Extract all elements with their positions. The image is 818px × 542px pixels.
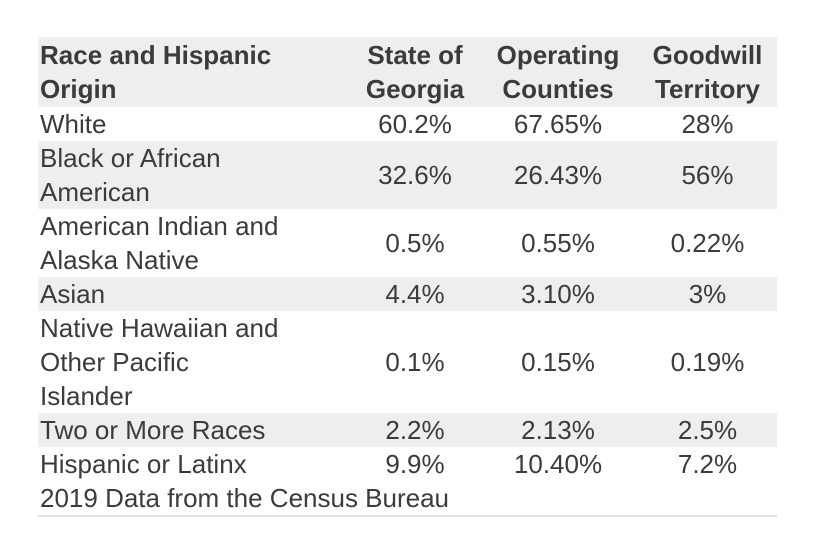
row-label: Black or African American xyxy=(38,141,352,209)
table-row-asian: Asian 4.4% 3.10% 3% xyxy=(38,277,777,311)
table-row-native-hawaiian-pacific-islander: Native Hawaiian and Other Pacific Island… xyxy=(38,311,777,413)
column-header-goodwill-territory: Goodwill Territory xyxy=(638,37,777,107)
race-hispanic-origin-table: Race and Hispanic Origin State of Georgi… xyxy=(38,37,777,517)
cell-value: 67.65% xyxy=(513,109,603,139)
cell-value: 0.19% xyxy=(670,347,745,377)
cell-value: 0.1% xyxy=(385,347,445,377)
cell-value: 2.5% xyxy=(638,413,777,447)
cell-value: 0.55% xyxy=(521,228,595,258)
cell-value: 56% xyxy=(638,141,777,209)
cell-value: 32.6% xyxy=(352,141,478,209)
column-header-operating-counties: Operating Counties xyxy=(478,37,638,107)
cell-value: 2.13% xyxy=(478,413,638,447)
footnote-row: 2019 Data from the Census Bureau xyxy=(38,481,777,517)
column-header-race-origin: Race and Hispanic Origin xyxy=(38,37,352,107)
row-label: Two or More Races xyxy=(38,413,352,447)
table-row-hispanic-or-latinx: Hispanic or Latinx 9.9% 10.40% 7.2% xyxy=(38,447,777,481)
column-header-state-of-georgia: State of Georgia xyxy=(352,37,478,107)
row-label: Hispanic or Latinx xyxy=(40,449,247,479)
footnote-text: 2019 Data from the Census Bureau xyxy=(38,481,777,517)
cell-value: 0.22% xyxy=(670,228,745,258)
row-label: Asian xyxy=(38,277,352,311)
table-row-black-or-african-american: Black or African American 32.6% 26.43% 5… xyxy=(38,141,777,209)
row-label: American Indian and Alaska Native xyxy=(40,211,279,275)
cell-value: 0.15% xyxy=(521,347,595,377)
cell-value: 26.43% xyxy=(478,141,638,209)
cell-value: 4.4% xyxy=(352,277,478,311)
cell-value: 3% xyxy=(638,277,777,311)
table-row-american-indian-alaska-native: American Indian and Alaska Native 0.5% 0… xyxy=(38,209,777,277)
cell-value: 10.40% xyxy=(513,449,603,479)
row-label: White xyxy=(40,109,107,139)
header-row: Race and Hispanic Origin State of Georgi… xyxy=(38,37,777,107)
cell-value: 0.5% xyxy=(385,228,445,258)
table-row-white: White 60.2% 67.65% 28% xyxy=(38,107,777,141)
cell-value: 28% xyxy=(681,109,734,139)
cell-value: 60.2% xyxy=(378,109,452,139)
cell-value: 7.2% xyxy=(677,449,738,479)
cell-value: 9.9% xyxy=(385,449,445,479)
cell-value: 3.10% xyxy=(478,277,638,311)
cell-value: 2.2% xyxy=(352,413,478,447)
table-row-two-or-more-races: Two or More Races 2.2% 2.13% 2.5% xyxy=(38,413,777,447)
row-label: Native Hawaiian and Other Pacific Island… xyxy=(40,313,279,411)
